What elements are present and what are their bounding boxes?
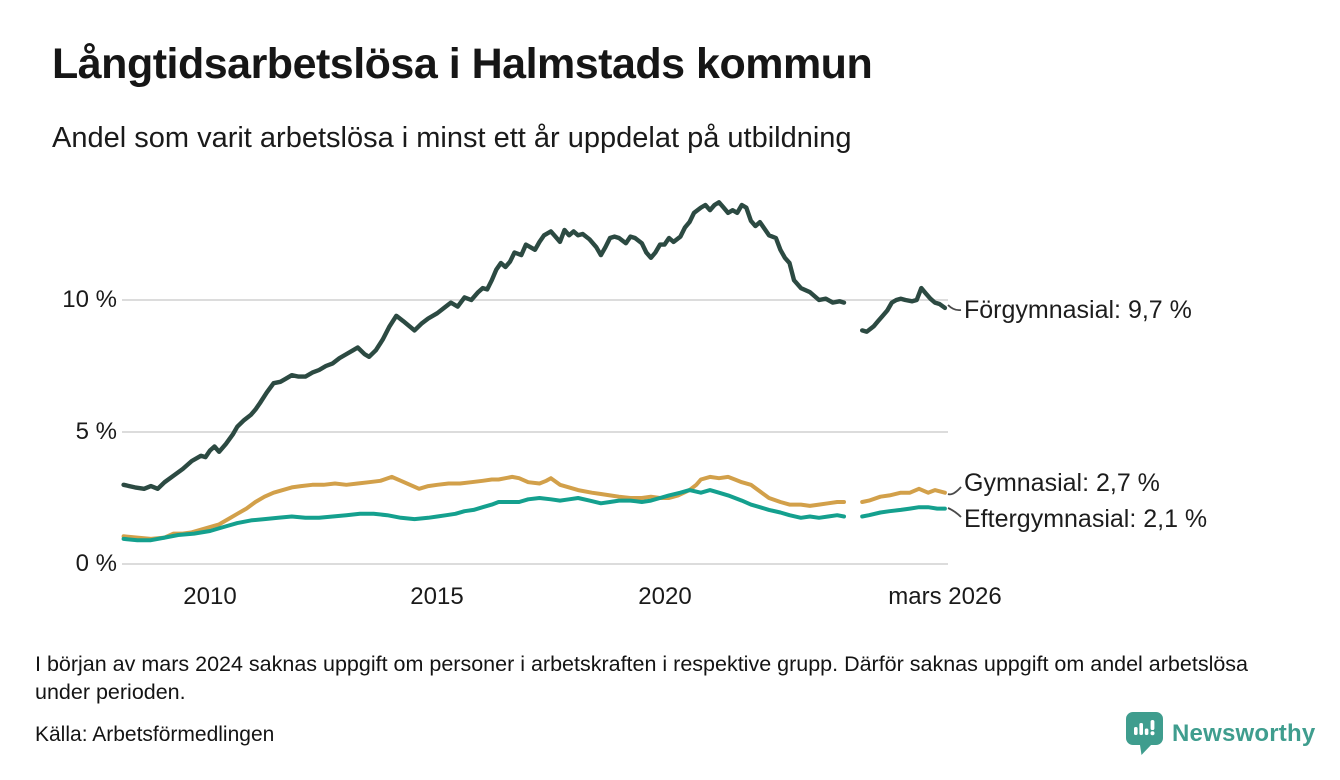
newsworthy-logo: Newsworthy [1126, 712, 1315, 755]
x-axis-tick-2015: 2015 [410, 583, 464, 610]
series-line-eftergymnasial-seg1 [121, 488, 846, 543]
series-label-eftergymnasial: Eftergymnasial: 2,1 % [964, 505, 1208, 533]
newsworthy-logo-icon [1126, 712, 1163, 755]
connector-forgymnasial [947, 304, 962, 312]
x-axis-tick-2010: 2010 [183, 583, 237, 610]
series-label-gymnasial: Gymnasial: 2,7 % [964, 469, 1160, 497]
connector-gymnasial [947, 486, 962, 496]
series-line-eftergymnasial-seg2 [860, 505, 947, 519]
y-axis-tick-10: 10 % [62, 286, 117, 313]
series-layer [121, 200, 948, 543]
page-subtitle: Andel som varit arbetslösa i minst ett å… [52, 122, 852, 154]
x-axis-tick-2020: 2020 [638, 583, 692, 610]
footnote: I början av mars 2024 saknas uppgift om … [35, 652, 1249, 704]
y-axis-tick-0: 0 % [75, 550, 117, 577]
newsworthy-logo-text: Newsworthy [1172, 719, 1316, 747]
connector-eftergymnasial [947, 507, 962, 518]
y-axis-tick-5: 5 % [75, 418, 117, 445]
gridlines [122, 299, 948, 565]
logo-bars [1134, 720, 1155, 736]
series-line-gymnasial-seg1 [121, 474, 846, 541]
page-title: Långtidsarbetslösa i Halmstads kommun [52, 40, 873, 88]
label-connectors [947, 304, 962, 518]
series-line-forgymnasial-seg1 [121, 200, 847, 491]
source-label: Källa: Arbetsförmedlingen [35, 723, 275, 746]
x-axis-tick-mars-2026: mars 2026 [888, 583, 1002, 610]
series-line-forgymnasial-seg2 [860, 285, 948, 334]
series-line-gymnasial-seg2 [860, 486, 947, 504]
series-label-forgymnasial: Förgymnasial: 9,7 % [964, 296, 1192, 324]
